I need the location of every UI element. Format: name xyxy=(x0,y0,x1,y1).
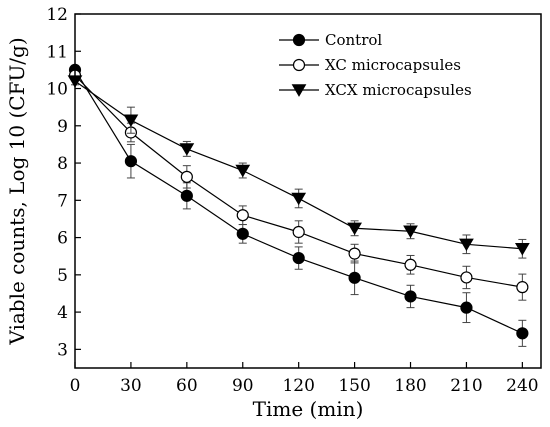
data-point xyxy=(292,251,305,265)
data-point xyxy=(347,222,362,236)
y-tick-label: 12 xyxy=(46,5,68,25)
series-3 xyxy=(67,75,530,259)
legend-label: XCX microcapsules xyxy=(325,81,472,99)
data-point xyxy=(514,243,530,256)
data-point xyxy=(236,209,249,222)
x-tick-label: 90 xyxy=(232,376,254,396)
data-point xyxy=(460,301,473,314)
legend-item-2: XC microcapsules xyxy=(279,56,461,74)
axis-ticks: 0 30 60 90 120 150 180 210 240 3 4 5 6 7 8 9 10 11 12 xyxy=(46,5,538,396)
data-point xyxy=(404,290,417,303)
data-point xyxy=(403,225,418,239)
data-point xyxy=(460,271,473,284)
series-layer xyxy=(67,63,530,347)
data-point xyxy=(124,155,138,168)
x-tick-label: 0 xyxy=(70,376,81,396)
y-tick-label: 8 xyxy=(57,154,68,174)
legend-marker xyxy=(291,84,307,97)
x-tick-label: 30 xyxy=(120,376,142,396)
y-tick-label: 10 xyxy=(46,80,68,100)
data-point xyxy=(236,227,249,240)
legend-item-1: Control xyxy=(279,31,382,49)
y-tick-label: 11 xyxy=(46,42,68,62)
legend: Control XC microcapsules XCX microcapsules xyxy=(279,31,472,99)
legend-item-3: XCX microcapsules xyxy=(279,81,472,99)
data-point xyxy=(516,281,529,294)
data-point xyxy=(291,192,307,206)
x-tick-label: 150 xyxy=(338,376,370,396)
x-tick-label: 180 xyxy=(394,376,426,396)
data-point xyxy=(348,271,361,284)
legend-label: Control xyxy=(325,31,382,49)
y-tick-label: 5 xyxy=(57,266,68,286)
x-tick-label: 60 xyxy=(176,376,198,396)
plot-frame xyxy=(74,13,542,369)
x-tick-label: 210 xyxy=(450,376,482,396)
data-point xyxy=(179,143,195,156)
data-point xyxy=(348,247,361,260)
y-tick-label: 9 xyxy=(57,117,68,137)
y-axis-title: Viable counts, Log 10 (CFU/g) xyxy=(5,37,29,345)
data-point xyxy=(180,189,193,202)
x-tick-label: 120 xyxy=(282,376,314,396)
series-1 xyxy=(68,63,529,347)
data-point xyxy=(180,170,193,183)
legend-marker xyxy=(292,58,306,72)
x-tick-label: 240 xyxy=(506,376,538,396)
data-point xyxy=(404,258,417,271)
data-point xyxy=(516,327,529,340)
data-point xyxy=(459,238,474,252)
y-tick-label: 4 xyxy=(57,303,68,323)
data-point xyxy=(123,114,139,128)
legend-label: XC microcapsules xyxy=(325,56,461,74)
y-tick-label: 6 xyxy=(57,229,68,249)
y-tick-label: 7 xyxy=(57,191,68,211)
data-point xyxy=(292,225,305,239)
data-point xyxy=(235,164,251,178)
legend-marker xyxy=(292,33,306,47)
y-tick-label: 3 xyxy=(57,340,68,360)
x-axis-title: Time (min) xyxy=(253,397,364,421)
